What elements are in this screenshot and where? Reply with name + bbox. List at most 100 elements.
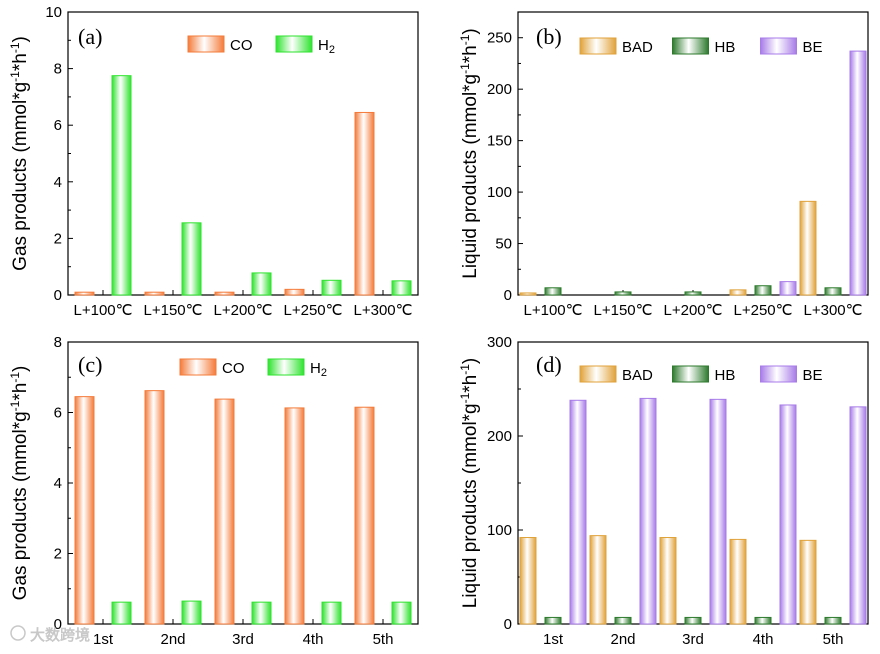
bar-be-1: [569, 399, 587, 625]
bar-co-3: [214, 398, 235, 625]
bar-h2-2: [181, 600, 202, 625]
bar-co-3: [214, 291, 235, 296]
bar-co-2: [144, 390, 165, 625]
watermark-text: 大数跨境: [30, 626, 90, 644]
bar-hb-1: [544, 616, 562, 625]
y-axis-label-sup: -1: [8, 400, 22, 411]
y-tick-label: 2: [54, 546, 62, 563]
y-tick-label: 0: [504, 616, 512, 633]
bar-bad-4: [729, 289, 747, 296]
bar-h2-5: [391, 601, 412, 625]
bar-be-5: [849, 50, 867, 296]
legend-label-text: BAD: [622, 39, 653, 56]
panel-a: 0 2 4 6 8 10 Gas products (mmol*g-1*h-1) L+100℃…: [8, 4, 419, 319]
x-tick-label: L+250℃: [734, 302, 793, 319]
x-tick-label: 4th: [303, 631, 324, 648]
x-tick-label: L+100℃: [74, 302, 133, 319]
legend-label-h2: H2: [310, 360, 327, 379]
y-tick-label: 100: [487, 184, 512, 201]
y-tick-label: 8: [54, 61, 62, 78]
x-tick-label: 3rd: [232, 631, 254, 648]
bar-hb-5: [824, 616, 842, 625]
bar-bad-5: [799, 539, 817, 625]
bar-co-1: [74, 396, 95, 625]
bar-h2-4: [321, 601, 342, 625]
y-tick-label: 150: [487, 133, 512, 150]
y-tick-label: 4: [54, 174, 62, 191]
bar-h2-5: [391, 280, 412, 296]
legend-swatch-hb: [672, 37, 709, 55]
legend-swatch-bad: [579, 37, 617, 55]
legend-label-text: CO: [230, 37, 253, 54]
x-tick-label: L+200℃: [664, 302, 723, 319]
x-tick-label: L+150℃: [144, 302, 203, 319]
legend-label-text: BAD: [622, 367, 653, 384]
bar-h2-2: [181, 222, 202, 296]
legend-swatch-be: [760, 365, 797, 383]
legend-label-bad: BAD: [622, 367, 653, 384]
x-tick-label: 5th: [373, 631, 394, 648]
x-tick-label: L+150℃: [594, 302, 653, 319]
y-tick-label: 0: [54, 287, 62, 304]
bar-hb-5: [824, 287, 842, 296]
y-axis-label-close: ): [460, 28, 481, 34]
y-tick-label: 300: [487, 334, 512, 351]
y-tick-label: 200: [487, 81, 512, 98]
legend-label-sub: 2: [329, 44, 335, 56]
bar-bad-1: [519, 537, 537, 625]
y-tick-label: 50: [495, 236, 512, 253]
y-axis-label-sup: -1: [458, 34, 472, 45]
bar-hb-4: [754, 285, 772, 296]
x-tick-label: 1st: [93, 631, 114, 648]
y-axis-label-mid: *h: [10, 383, 31, 401]
y-axis-label-mid: *h: [460, 45, 481, 63]
bar-bad-4: [729, 538, 747, 625]
y-axis-label: Gas products (mmol*g-1*h-1): [8, 36, 31, 271]
legend-swatch-be: [760, 37, 797, 55]
bar-h2-1: [111, 75, 132, 296]
bar-be-5: [849, 406, 867, 625]
x-tick-label: L+200℃: [214, 302, 273, 319]
legend-label-hb: HB: [715, 39, 736, 56]
y-tick-label: 0: [54, 616, 62, 633]
y-axis-label-main: Gas products (mmol*g: [10, 411, 31, 600]
x-tick-label: L+100℃: [524, 302, 583, 319]
x-tick-label: 5th: [823, 631, 844, 648]
y-axis-label-close: ): [460, 358, 481, 364]
y-tick-label: 250: [487, 30, 512, 47]
panel-label: (a): [78, 24, 102, 49]
y-axis-label-sup: -1: [458, 364, 472, 375]
x-tick-label: L+250℃: [284, 302, 343, 319]
bar-be-2: [639, 397, 657, 625]
bar-co-2: [144, 291, 165, 296]
legend-swatch-co: [187, 35, 225, 53]
y-axis-label-mid: *h: [10, 53, 31, 71]
legend-label-be: BE: [803, 39, 823, 56]
legend-label-text: HB: [715, 367, 736, 384]
x-tick-label: 2nd: [610, 631, 635, 648]
bar-h2-1: [111, 601, 132, 625]
panel-label: (b): [536, 24, 562, 49]
bar-hb-3: [684, 616, 702, 625]
bar-hb-1: [544, 287, 562, 296]
y-tick-label: 6: [54, 117, 62, 134]
legend-label-co: CO: [222, 360, 245, 377]
y-tick-label: 10: [45, 4, 62, 21]
legend-label-hb: HB: [715, 367, 736, 384]
legend-swatch-bad: [579, 365, 617, 383]
y-axis-label-sup: -1: [8, 42, 22, 53]
bar-bad-5: [799, 200, 817, 296]
y-tick-label: 200: [487, 428, 512, 445]
y-axis-label-sup: -1: [8, 372, 22, 383]
y-axis-label-main: Liquid products (mmol*g: [460, 74, 481, 279]
y-tick-label: 8: [54, 334, 62, 351]
legend-label-text: BE: [803, 39, 823, 56]
x-tick-label: L+300℃: [804, 302, 863, 319]
y-tick-label: 0: [504, 287, 512, 304]
y-axis-label-main: Liquid products (mmol*g: [460, 403, 481, 608]
legend-label-text: CO: [222, 360, 245, 377]
y-tick-label: 2: [54, 230, 62, 247]
bar-co-5: [354, 111, 375, 296]
bar-co-4: [284, 407, 305, 625]
